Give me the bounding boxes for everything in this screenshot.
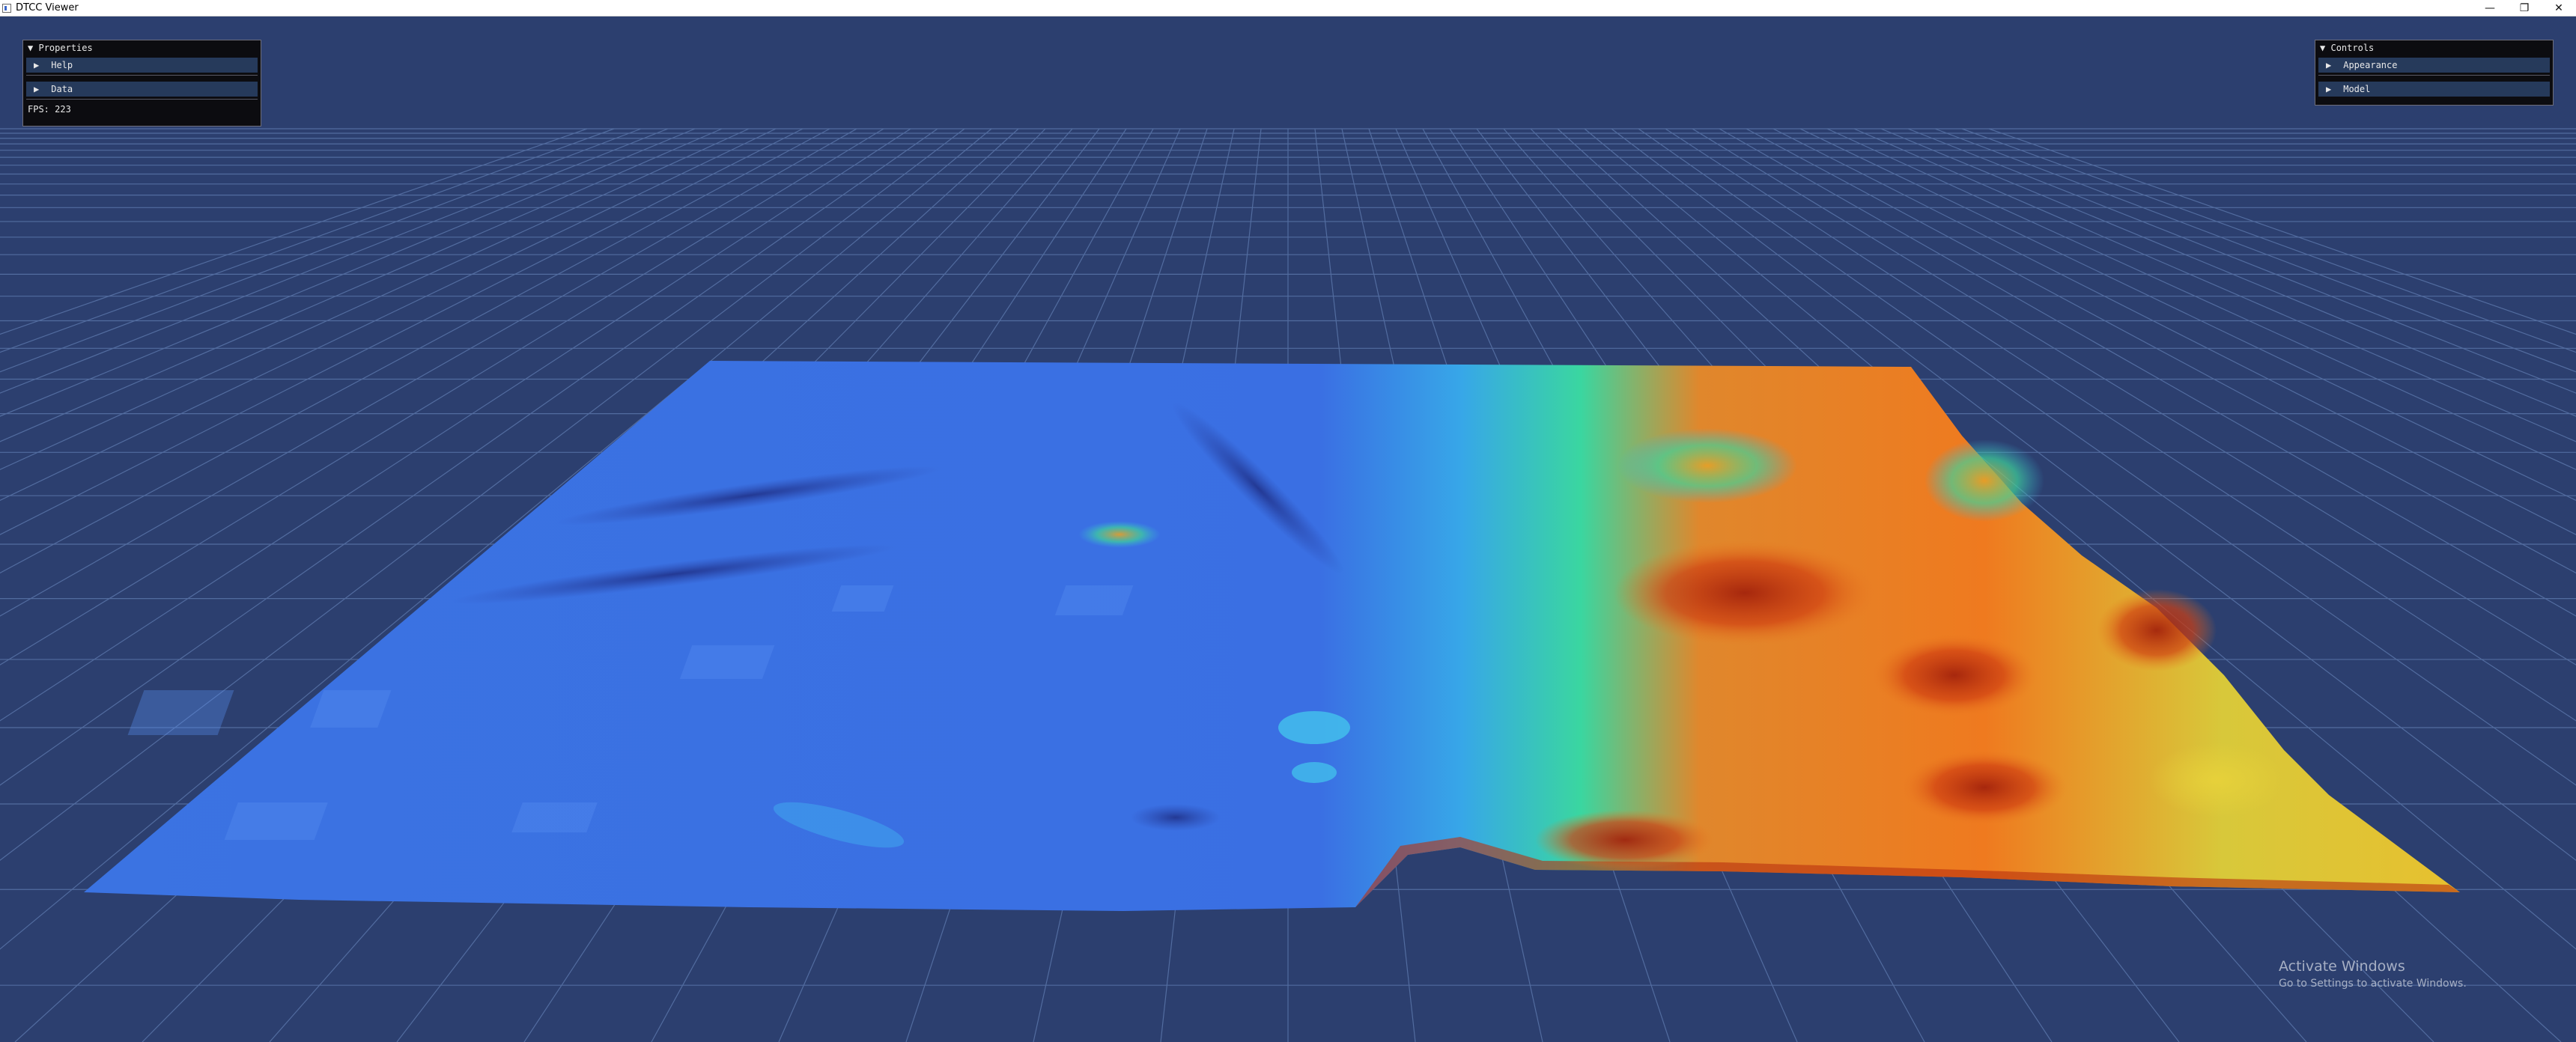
window-title: DTCC Viewer	[16, 2, 79, 13]
expand-triangle-icon: ▶	[34, 84, 40, 94]
data-section-header[interactable]: ▶ Data	[26, 82, 258, 97]
model-section-label: Model	[2343, 84, 2371, 94]
restore-button[interactable]: ❐	[2507, 0, 2542, 16]
window-title-bar: DTCC Viewer — ❐ ✕	[0, 0, 2576, 16]
controls-panel: ▼ Controls ▶ Appearance ▶ Model	[2315, 40, 2554, 106]
appearance-section-header[interactable]: ▶ Appearance	[2318, 58, 2550, 73]
close-icon: ✕	[2554, 2, 2563, 14]
properties-panel: ▼ Properties ▶ Help ▶ Data FPS: 223	[22, 40, 261, 127]
close-button[interactable]: ✕	[2542, 0, 2576, 16]
help-section-header[interactable]: ▶ Help	[26, 58, 258, 73]
minimize-icon: —	[2485, 2, 2495, 14]
separator	[26, 75, 258, 76]
collapse-triangle-icon: ▼	[2320, 43, 2326, 53]
minimize-button[interactable]: —	[2473, 0, 2507, 16]
expand-triangle-icon: ▶	[34, 60, 40, 70]
3d-viewport[interactable]	[0, 16, 2576, 1042]
terrain-mesh	[84, 361, 2460, 911]
properties-panel-header[interactable]: ▼ Properties	[23, 40, 261, 55]
help-section-label: Help	[51, 60, 73, 70]
fps-counter: FPS: 223	[28, 104, 71, 115]
app-icon	[2, 3, 11, 13]
scene-canvas[interactable]	[0, 16, 2576, 1042]
separator	[26, 99, 258, 100]
watermark-subtitle: Go to Settings to activate Windows.	[2279, 978, 2467, 990]
separator	[2318, 75, 2550, 76]
restore-icon: ❐	[2519, 2, 2530, 14]
activate-windows-watermark: Activate Windows Go to Settings to activ…	[2279, 958, 2467, 990]
window-controls: — ❐ ✕	[2473, 0, 2576, 16]
collapse-triangle-icon: ▼	[28, 43, 34, 53]
controls-panel-header[interactable]: ▼ Controls	[2315, 40, 2553, 55]
appearance-section-label: Appearance	[2343, 60, 2398, 70]
controls-panel-title: Controls	[2330, 43, 2375, 53]
data-section-label: Data	[51, 84, 73, 94]
expand-triangle-icon: ▶	[2326, 84, 2332, 94]
expand-triangle-icon: ▶	[2326, 60, 2332, 70]
properties-panel-title: Properties	[38, 43, 93, 53]
model-section-header[interactable]: ▶ Model	[2318, 82, 2550, 97]
watermark-title: Activate Windows	[2279, 958, 2405, 975]
